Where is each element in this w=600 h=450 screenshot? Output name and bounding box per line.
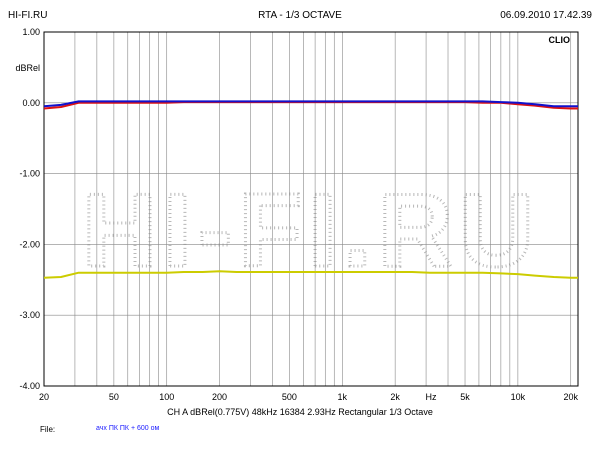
y-tick-label: -3.00	[19, 310, 40, 320]
x-tick-label: 1k	[338, 392, 348, 402]
y-axis-label: dBRel	[15, 63, 40, 73]
y-tick-label: -1.00	[19, 169, 40, 179]
header-timestamp: 06.09.2010 17.42.39	[500, 10, 592, 21]
series-line-2	[43, 101, 578, 110]
file-name: ачх ПК ПК + 600 ом	[96, 425, 160, 432]
watermark-logo: HI-FI.RU	[82, 173, 540, 289]
x-tick-label: 10k	[511, 392, 526, 402]
y-tick-label: -4.00	[19, 381, 40, 391]
x-axis-label: Hz	[426, 392, 437, 402]
x-tick-label: 20	[39, 392, 49, 402]
y-tick-label: -2.00	[19, 239, 40, 249]
x-tick-label: 2k	[390, 392, 400, 402]
measurement-info-line: CH A dBRel(0.775V) 48kHz 16384 2.93Hz Re…	[167, 407, 433, 417]
x-tick-label: 50	[109, 392, 119, 402]
x-tick-label: 500	[282, 392, 297, 402]
series-line-3	[43, 100, 578, 108]
file-label: File:	[40, 425, 56, 434]
plot-frame	[43, 31, 579, 387]
header-left-title: HI-FI.RU	[8, 10, 48, 21]
clio-brand-label: CLIO	[549, 35, 571, 45]
x-tick-label: 100	[159, 392, 174, 402]
y-tick-label: 1.00	[22, 27, 40, 37]
x-tick-label: 200	[212, 392, 227, 402]
x-tick-label: 20k	[563, 392, 578, 402]
header-center-title: RTA - 1/3 OCTAVE	[258, 10, 342, 21]
x-tick-label: 5k	[460, 392, 470, 402]
y-tick-label: 0.00	[22, 98, 40, 108]
series-line-1	[43, 270, 578, 279]
